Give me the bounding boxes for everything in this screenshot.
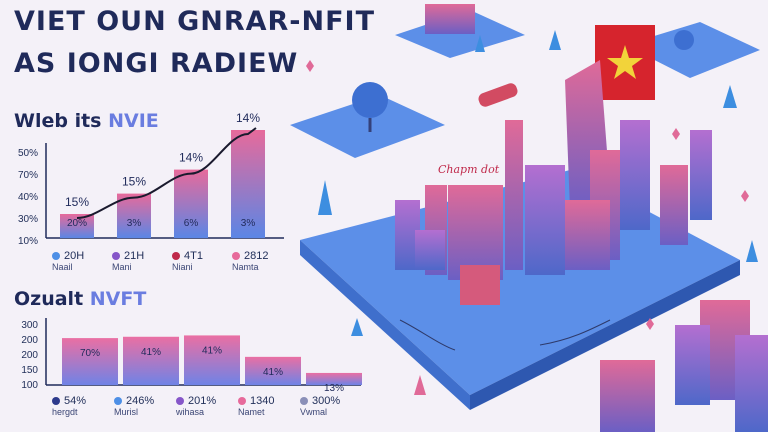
- chart2-svg: 300 200 200 150 100 70% 41% 41% 41% 13%: [21, 318, 362, 394]
- legend-swatch: [176, 397, 184, 405]
- chart2-y-tick: 300: [21, 320, 38, 331]
- chart2-title-accent: NVFT: [89, 288, 147, 310]
- chart2-bar: [184, 335, 240, 385]
- chart1-y-tick: 30%: [18, 214, 38, 225]
- legend-label: 54%: [64, 395, 87, 407]
- legend-item: 300%: [300, 395, 362, 407]
- legend-caption: Niani: [172, 262, 193, 272]
- legend-caption: Murisl: [114, 407, 138, 417]
- flag-star-icon: [607, 45, 643, 79]
- chart2-bar-inner-label: 13%: [324, 383, 344, 394]
- legend-caption: Mani: [112, 262, 132, 272]
- legend-caption: hergdt: [52, 407, 78, 417]
- legend-swatch: [114, 397, 122, 405]
- legend-caption: Namet: [238, 407, 265, 417]
- telescope-icon: [478, 83, 518, 107]
- legend-swatch: [52, 252, 60, 260]
- chart2-bar-inner-label: 70%: [80, 348, 100, 359]
- chart2-bar: [306, 372, 362, 385]
- chart2-bar: [245, 356, 301, 385]
- legend-label: 2812: [244, 250, 269, 262]
- globe-platform: [290, 95, 445, 158]
- chart2-y-tick: 200: [21, 350, 38, 361]
- chart1-title: Wleb its NVIE: [14, 110, 159, 132]
- chart1-y-tick: 40%: [18, 192, 38, 203]
- chart1-bar: [117, 193, 151, 238]
- legend-caption: Namta: [232, 262, 259, 272]
- chart1-legend: 20H 21H 4T1 2812 Naail Mani Niani Namta: [52, 250, 292, 272]
- globe-icon: [352, 82, 388, 118]
- title-line-2: AS IONGI RADIEW: [14, 48, 299, 79]
- chart1-y-tick: 70%: [18, 170, 38, 181]
- legend-label: 4T1: [184, 250, 203, 262]
- title-line-1: VIET OUN GNRAR-NFIT: [14, 6, 376, 37]
- tree-icon: [318, 180, 332, 215]
- chart1-bar-inner-label: 3%: [127, 218, 142, 229]
- chart2-y-tick: 100: [21, 380, 38, 391]
- legend-label: 246%: [126, 395, 155, 407]
- chart1-y-tick: 10%: [18, 236, 38, 247]
- chart2-y-tick: 150: [21, 365, 38, 376]
- chart2-title-main: Ozualt: [14, 288, 84, 310]
- legend-swatch: [52, 397, 60, 405]
- chart1-bar-label: 15%: [65, 195, 89, 209]
- legend-item: 1340: [238, 395, 300, 407]
- legend-item: 54%: [52, 395, 114, 407]
- legend-caption: wihasa: [176, 407, 205, 417]
- chart1-bar-inner-label: 20%: [67, 218, 87, 229]
- legend-item: 20H: [52, 250, 112, 262]
- legend-swatch: [112, 252, 120, 260]
- chart1-bar: [174, 169, 208, 238]
- chart1-title-accent: NVIE: [108, 110, 159, 132]
- chart2-bar-inner-label: 41%: [263, 367, 283, 378]
- chart1-y-tick: 50%: [18, 148, 38, 159]
- chart2-title: Ozualt NVFT: [14, 288, 146, 310]
- chart2-y-tick: 200: [21, 335, 38, 346]
- legend-item: 21H: [112, 250, 172, 262]
- chart2-bar: [62, 338, 118, 385]
- chart1-svg: 50% 70% 40% 30% 10% 15% 20% 15% 3% 14% 6% 14% 3%: [18, 111, 284, 247]
- legend-label: 1340: [250, 395, 275, 407]
- chart2-bar-inner-label: 41%: [141, 347, 161, 358]
- chart1-bar-label: 14%: [179, 151, 203, 165]
- legend-label: 21H: [124, 250, 145, 262]
- legend-swatch: [300, 397, 308, 405]
- legend-item: 246%: [114, 395, 176, 407]
- legend-item: 201%: [176, 395, 238, 407]
- legend-label: 300%: [312, 395, 341, 407]
- chart1-bar-label: 14%: [236, 111, 260, 125]
- chart1-bar: [231, 130, 265, 238]
- legend-item: 2812: [232, 250, 292, 262]
- chart2-bar: [123, 336, 179, 385]
- chart1-bar-inner-label: 3%: [241, 218, 256, 229]
- legend-caption: Naail: [52, 262, 73, 272]
- legend-swatch: [232, 252, 240, 260]
- chart2-legend: 54% 246% 201% 1340 300% hergdt Murisl wihasa Na…: [52, 395, 362, 417]
- legend-item: 4T1: [172, 250, 232, 262]
- chart1-trend-line: [76, 127, 257, 219]
- legend-swatch: [172, 252, 180, 260]
- city-buildings: [395, 60, 768, 432]
- chart1-title-main: Wleb its: [14, 110, 102, 132]
- legend-caption: Vwmal: [300, 407, 328, 417]
- chart1-bar-inner-label: 6%: [184, 218, 199, 229]
- chart2-bar-inner-label: 41%: [202, 345, 222, 356]
- globe-small-icon: [674, 30, 694, 50]
- legend-label: 20H: [64, 250, 85, 262]
- legend-label: 201%: [188, 395, 217, 407]
- chart1-bar-label: 15%: [122, 175, 146, 189]
- city-label: Chapm dot: [438, 163, 500, 176]
- legend-swatch: [238, 397, 246, 405]
